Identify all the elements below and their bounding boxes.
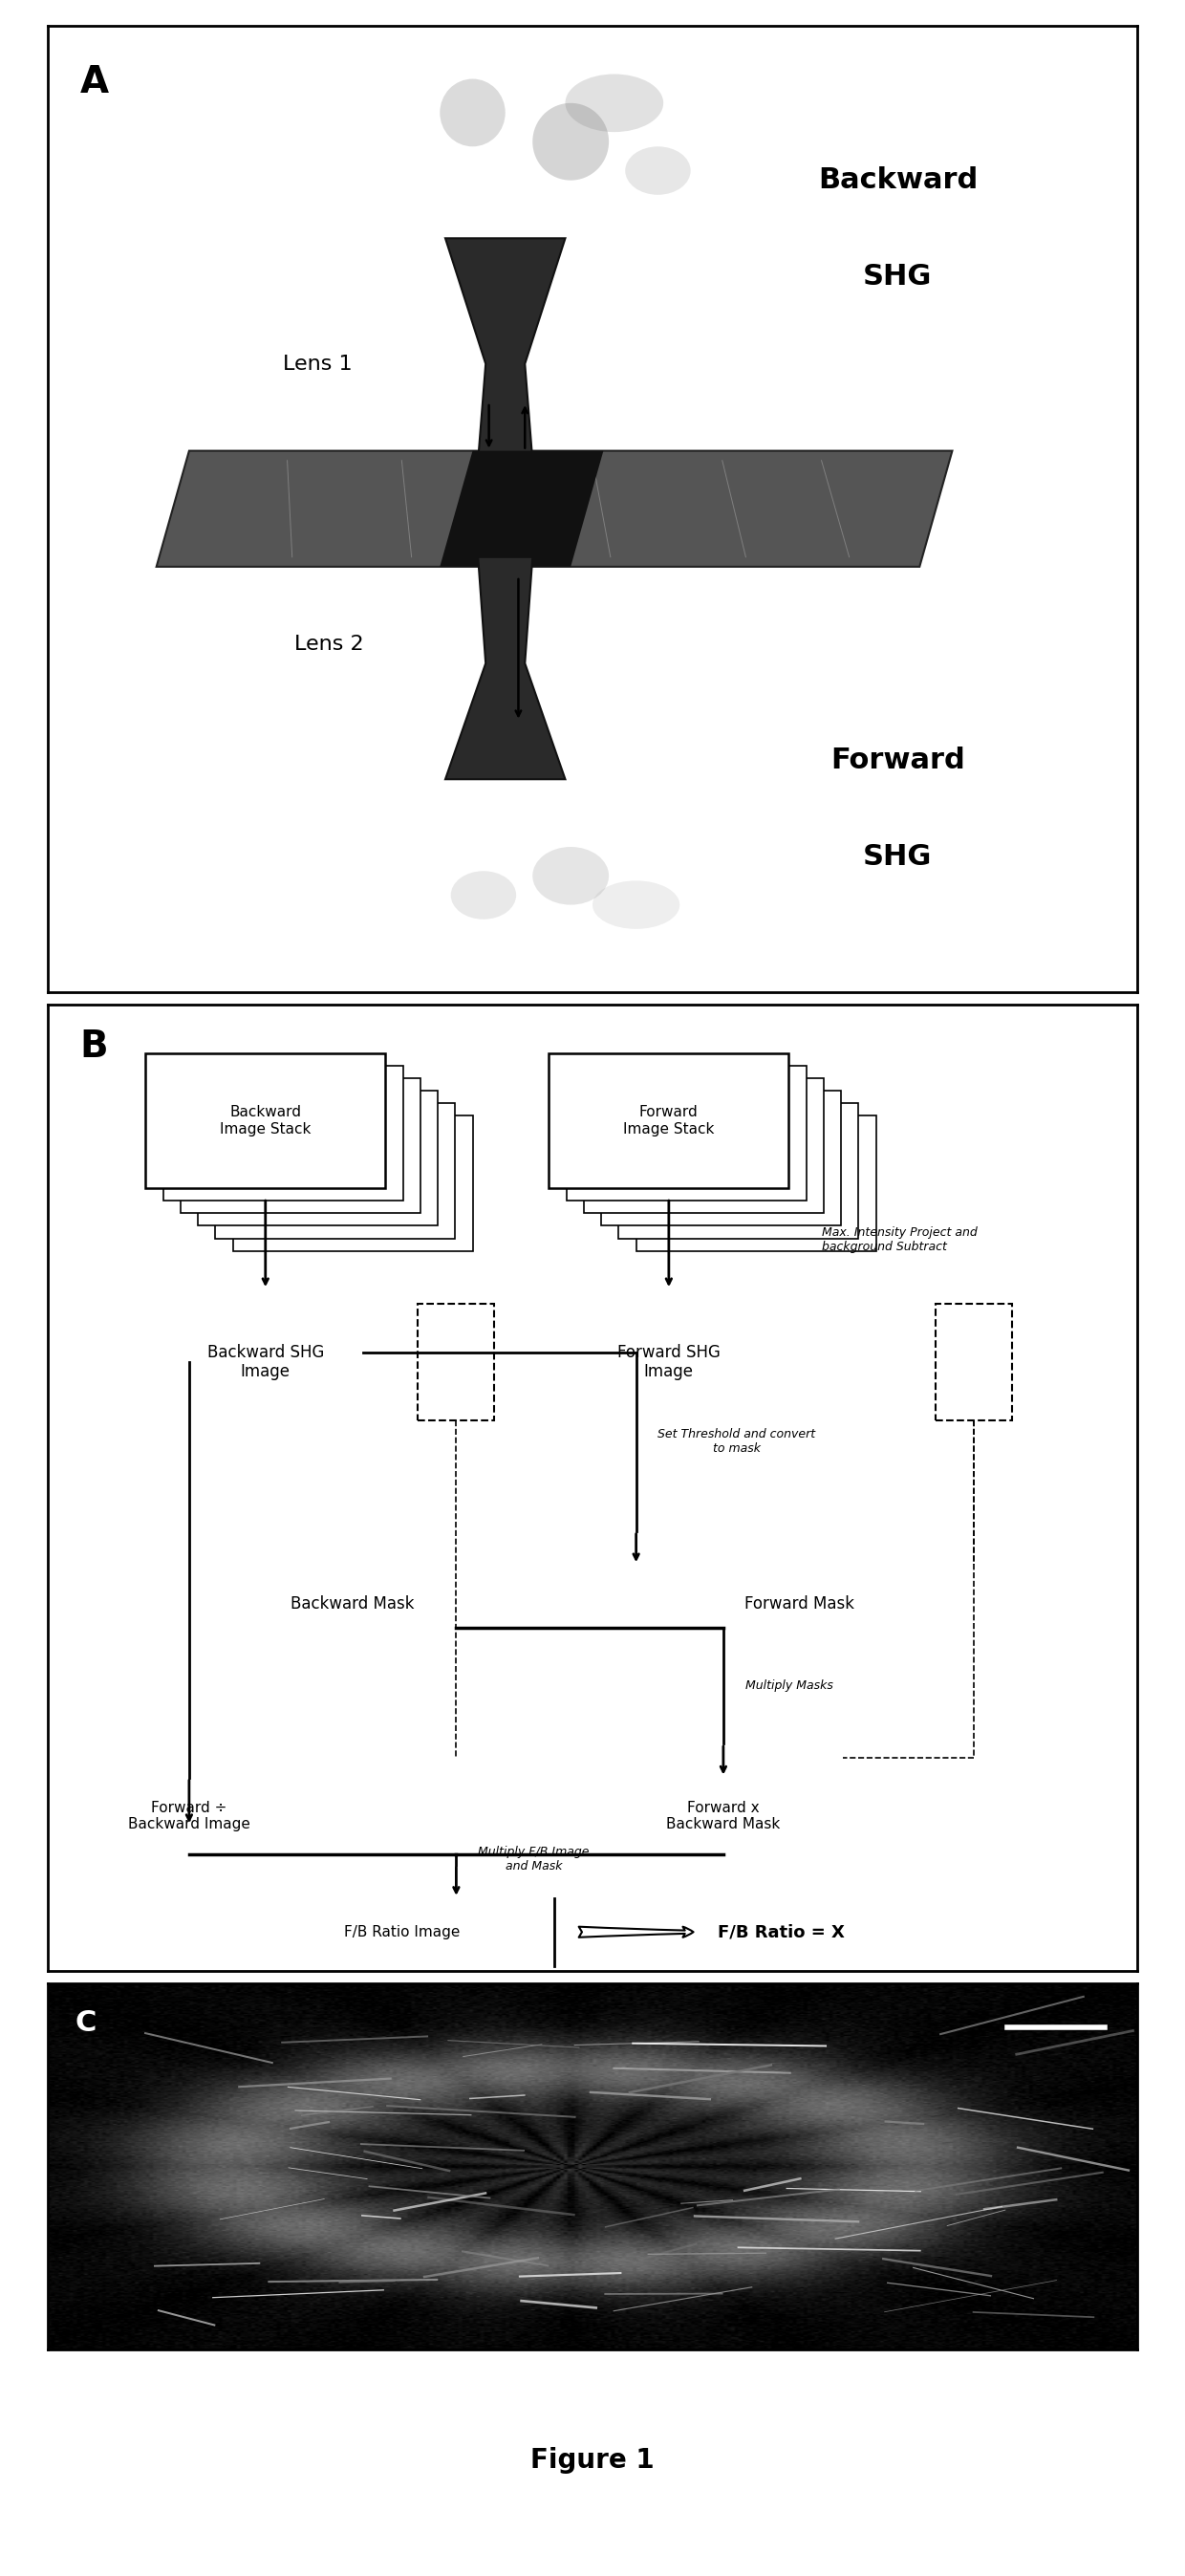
Text: SHG: SHG: [863, 842, 933, 871]
Text: Lens 1: Lens 1: [283, 355, 353, 374]
Ellipse shape: [592, 881, 680, 930]
Polygon shape: [446, 240, 565, 461]
Polygon shape: [216, 1103, 455, 1239]
Text: F/B Ratio = X: F/B Ratio = X: [718, 1924, 845, 1940]
Polygon shape: [440, 451, 603, 567]
Polygon shape: [636, 1115, 876, 1252]
Text: B: B: [81, 1028, 108, 1064]
Ellipse shape: [626, 147, 691, 196]
Text: Forward: Forward: [831, 747, 965, 773]
Polygon shape: [566, 1066, 806, 1200]
Polygon shape: [619, 1103, 858, 1239]
Polygon shape: [156, 451, 953, 567]
Polygon shape: [180, 1079, 421, 1213]
Text: Backward
Image Stack: Backward Image Stack: [220, 1105, 310, 1136]
Ellipse shape: [565, 75, 664, 131]
Text: Forward Mask: Forward Mask: [744, 1595, 854, 1613]
Text: Backward SHG
Image: Backward SHG Image: [207, 1345, 324, 1381]
Polygon shape: [446, 556, 565, 778]
Polygon shape: [146, 1054, 385, 1188]
Text: Forward x
Backward Mask: Forward x Backward Mask: [666, 1801, 780, 1832]
Text: Set Threshold and convert
to mask: Set Threshold and convert to mask: [658, 1427, 815, 1455]
Ellipse shape: [440, 80, 505, 147]
Ellipse shape: [450, 871, 517, 920]
Ellipse shape: [532, 848, 609, 904]
Polygon shape: [584, 1079, 824, 1213]
Text: Multiply Masks: Multiply Masks: [745, 1680, 833, 1692]
Text: A: A: [81, 64, 109, 100]
Polygon shape: [601, 1090, 841, 1226]
Text: Backward Mask: Backward Mask: [290, 1595, 415, 1613]
Text: Figure 1: Figure 1: [531, 2447, 654, 2473]
Text: SHG: SHG: [863, 263, 933, 291]
Ellipse shape: [532, 103, 609, 180]
Text: F/B Ratio Image: F/B Ratio Image: [344, 1924, 460, 1940]
Text: Forward
Image Stack: Forward Image Stack: [623, 1105, 715, 1136]
Polygon shape: [198, 1090, 437, 1226]
Text: Forward SHG
Image: Forward SHG Image: [617, 1345, 720, 1381]
Text: Backward: Backward: [818, 167, 978, 193]
Text: C: C: [75, 2009, 96, 2038]
Text: Multiply F/B Image
and Mask: Multiply F/B Image and Mask: [478, 1847, 589, 1873]
Text: Lens 2: Lens 2: [294, 634, 364, 654]
Polygon shape: [164, 1066, 403, 1200]
Polygon shape: [232, 1115, 473, 1252]
Text: Forward ÷
Backward Image: Forward ÷ Backward Image: [128, 1801, 250, 1832]
Text: Max. Intensity Project and
background Subtract: Max. Intensity Project and background Su…: [821, 1226, 976, 1255]
Polygon shape: [549, 1054, 789, 1188]
